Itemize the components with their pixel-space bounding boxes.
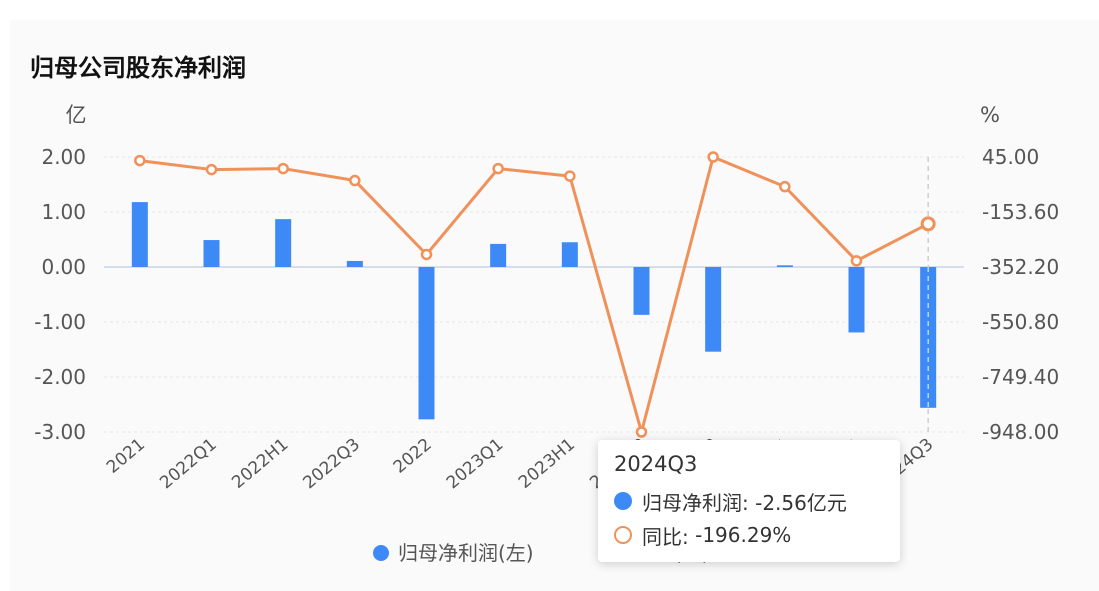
yoy-point-2024Q1 <box>779 180 791 193</box>
bar-2023Q1 <box>490 243 507 267</box>
tooltip-profit-value: -2.56亿元 <box>755 490 847 515</box>
yoy-point-2022Q3 <box>349 174 361 187</box>
legend-bar-icon <box>373 545 389 561</box>
right-axis-tick-label: -153.60 <box>982 200 1059 224</box>
chart-card <box>10 20 1099 591</box>
yoy-point-2023Q1 <box>492 162 504 175</box>
bar-2024H1 <box>848 267 865 333</box>
bar-2023H1 <box>561 242 578 267</box>
bar-2024Q1 <box>776 265 793 267</box>
yoy-point-2023Q3 <box>635 426 648 438</box>
legend-bar-label: 归母净利润(左) <box>398 541 534 565</box>
yoy-point-2024H1 <box>850 255 863 267</box>
x-axis-tick-label: 2021 <box>103 435 149 478</box>
chart-tooltip: 2024Q3 归母净利润: -2.56亿元 同比: -196.29% <box>598 440 900 562</box>
x-axis-tick-label: 2022 <box>390 435 436 478</box>
yoy-point-2023 <box>707 151 719 163</box>
yoy-line <box>139 155 929 434</box>
left-axis-tick-label: 0.00 <box>41 255 86 279</box>
tooltip-row-yoy: 同比: -196.29% <box>614 518 884 552</box>
bar-2023 <box>705 267 722 352</box>
tooltip-yoy-value: -196.29% <box>695 523 792 547</box>
bar-2022Q3 <box>346 260 363 267</box>
tooltip-row-profit: 归母净利润: -2.56亿元 <box>614 484 884 518</box>
tooltip-yoy-label: 同比: <box>642 524 689 549</box>
right-axis-tick-label: -550.80 <box>982 310 1059 334</box>
x-axis-tick-label: 2023H1 <box>515 435 579 493</box>
x-axis-tick-label: 2022Q3 <box>300 435 365 494</box>
bar-series-marker-icon <box>614 492 632 510</box>
yoy-point-2022H1 <box>277 162 289 175</box>
tooltip-title: 2024Q3 <box>614 452 698 476</box>
bar-2022H1 <box>275 219 292 267</box>
left-axis-unit: 亿 <box>66 103 87 127</box>
yoy-point-2022Q1 <box>205 163 218 176</box>
yoy-point-2023H1 <box>564 170 576 182</box>
tooltip-profit-label: 归母净利润: <box>642 490 749 515</box>
chart-title: 归母公司股东净利润 <box>30 54 246 82</box>
left-axis-tick-label: 1.00 <box>41 200 86 224</box>
left-axis-tick-label: 2.00 <box>41 145 86 169</box>
bar-2022 <box>418 267 435 420</box>
left-axis-tick-label: -2.00 <box>34 365 86 389</box>
left-axis-tick-label: -3.00 <box>34 420 86 444</box>
yoy-point-2024Q3 <box>920 216 936 232</box>
line-series-marker-icon <box>614 526 632 544</box>
right-axis-tick-label: 45.00 <box>982 145 1039 169</box>
bar-2023Q3 <box>633 267 650 315</box>
x-axis-tick-label: 2022Q1 <box>156 435 221 494</box>
yoy-point-2022 <box>420 248 433 261</box>
x-axis-tick-label: 2023Q1 <box>443 435 508 494</box>
yoy-point-2021 <box>134 154 146 167</box>
bar-2024Q3 <box>920 267 937 408</box>
right-axis-tick-label: -948.00 <box>982 420 1059 444</box>
bar-2022Q1 <box>203 240 220 267</box>
right-axis-tick-label: -749.40 <box>982 365 1059 389</box>
x-axis-tick-label: 2022H1 <box>228 435 292 493</box>
right-axis-unit: % <box>980 103 1000 127</box>
bar-2021 <box>131 202 148 267</box>
left-axis-tick-label: -1.00 <box>34 310 86 334</box>
right-axis-tick-label: -352.20 <box>982 255 1059 279</box>
